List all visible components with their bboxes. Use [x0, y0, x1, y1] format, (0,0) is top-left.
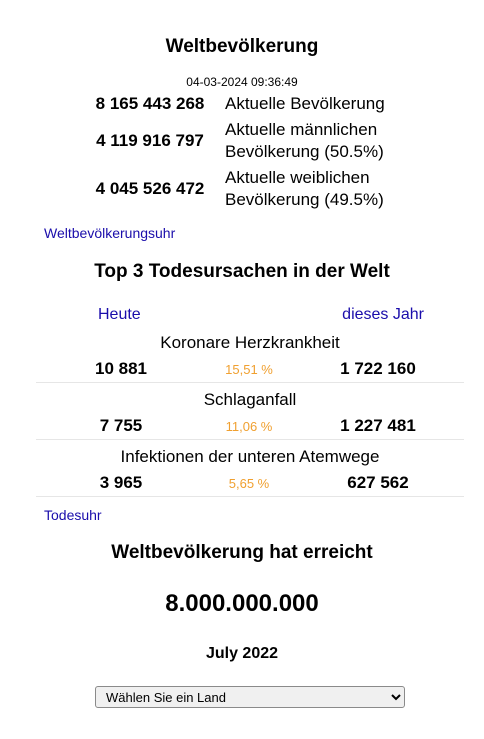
cause-row: Koronare Herzkrankheit 10 881 15,51 % 1 … — [36, 330, 464, 383]
cause-name: Schlaganfall — [203, 390, 297, 409]
stat-label: Aktuelle Bevölkerung — [225, 94, 385, 113]
country-select-wrap: Wählen Sie ein Land — [95, 686, 405, 708]
stat-row-total: 8 165 443 268 Aktuelle Bevölkerung — [80, 92, 420, 116]
reached-title: Weltbevölkerung hat erreicht — [111, 542, 373, 563]
cause-name: Koronare Herzkrankheit — [160, 333, 340, 352]
population-stats: 8 165 443 268 Aktuelle Bevölkerung 4 119… — [80, 92, 420, 214]
column-year: dieses Jahr — [342, 306, 424, 323]
reached-date: July 2022 — [205, 645, 279, 662]
cause-row: Infektionen der unteren Atemwege 3 965 5… — [36, 444, 464, 497]
cause-values: 3 965 5,65 % 627 562 — [36, 470, 464, 496]
stat-value: 4 119 916 797 — [96, 131, 204, 150]
cause-percent: 11,06 % — [225, 418, 273, 434]
cause-year-value: 627 562 — [347, 473, 409, 492]
cause-today-value: 7 755 — [99, 416, 143, 435]
cause-year-value: 1 227 481 — [340, 416, 416, 435]
column-today: Heute — [98, 306, 141, 323]
cause-name: Infektionen der unteren Atemwege — [120, 447, 380, 466]
population-clock-link[interactable]: Weltbevölkerungsuhr — [44, 225, 176, 241]
stat-value: 4 045 526 472 — [95, 179, 205, 198]
cause-today-value: 10 881 — [95, 359, 147, 378]
cause-today-value: 3 965 — [99, 473, 143, 492]
page-title: Weltbevölkerung — [165, 36, 319, 57]
stat-value: 8 165 443 268 — [95, 94, 205, 113]
deaths-header: Heute dieses Jahr — [36, 304, 464, 326]
stat-label: Aktuelle weiblichen Bevölkerung (49.5%) — [225, 168, 384, 209]
stat-label: Aktuelle männlichen Bevölkerung (50.5%) — [225, 120, 384, 161]
cause-row: Schlaganfall 7 755 11,06 % 1 227 481 — [36, 387, 464, 440]
death-clock-link[interactable]: Todesuhr — [44, 507, 102, 523]
cause-values: 10 881 15,51 % 1 722 160 — [36, 356, 464, 382]
cause-percent: 5,65 % — [228, 475, 270, 491]
country-select[interactable]: Wählen Sie ein Land — [95, 686, 405, 708]
cause-percent: 15,51 % — [225, 361, 273, 377]
cause-values: 7 755 11,06 % 1 227 481 — [36, 413, 464, 439]
stat-row-male: 4 119 916 797 Aktuelle männlichen Bevölk… — [80, 118, 420, 164]
deaths-title: Top 3 Todesursachen in der Welt — [94, 261, 390, 282]
current-datetime: 04-03-2024 09:36:49 — [186, 75, 298, 89]
reached-number: 8.000.000.000 — [165, 590, 319, 617]
cause-year-value: 1 722 160 — [340, 359, 416, 378]
stat-row-female: 4 045 526 472 Aktuelle weiblichen Bevölk… — [80, 166, 420, 212]
deaths-table: Heute dieses Jahr Koronare Herzkrankheit… — [36, 304, 464, 497]
